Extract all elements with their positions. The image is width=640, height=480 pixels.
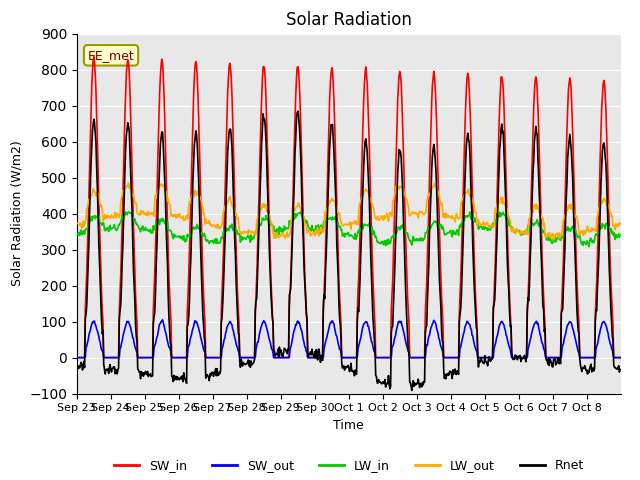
Title: Solar Radiation: Solar Radiation xyxy=(286,11,412,29)
Text: EE_met: EE_met xyxy=(88,49,134,62)
X-axis label: Time: Time xyxy=(333,419,364,432)
Y-axis label: Solar Radiation (W/m2): Solar Radiation (W/m2) xyxy=(10,141,24,287)
Legend: SW_in, SW_out, LW_in, LW_out, Rnet: SW_in, SW_out, LW_in, LW_out, Rnet xyxy=(109,455,589,477)
